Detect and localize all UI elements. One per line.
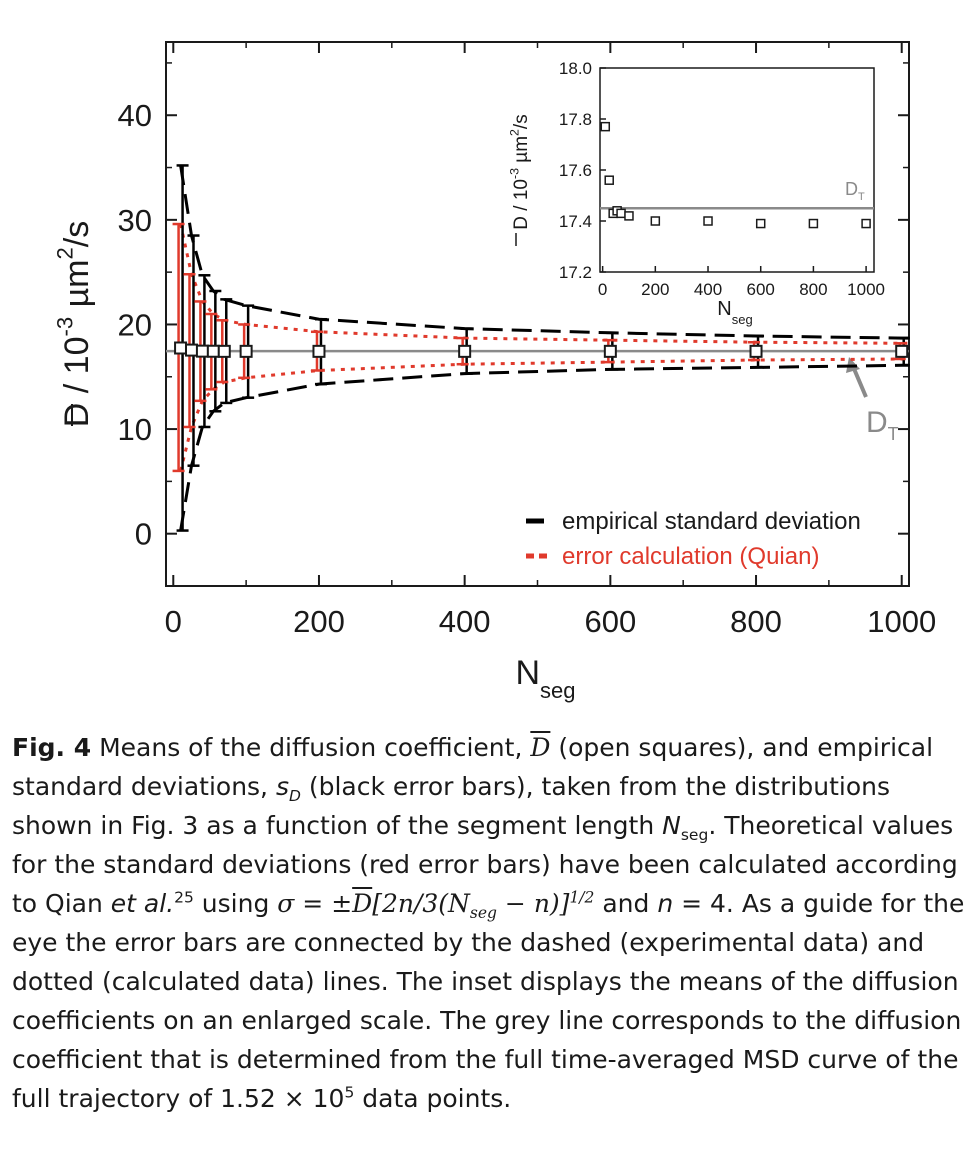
inset-mean-point [703, 216, 713, 226]
caption-label: Fig. 4 [12, 733, 92, 762]
reference-line-label: DT [866, 406, 899, 444]
inset-mean-point [616, 208, 626, 219]
caption-text: = 4. As a guide for the eye the error ba… [12, 889, 965, 1113]
caption-text: using [193, 889, 278, 918]
inset-mean-point [861, 218, 871, 229]
inset-x-tick-label: 0 [598, 280, 607, 299]
mean-point [895, 344, 909, 358]
caption-text: and [594, 889, 658, 918]
empirical-guide-lower [179, 363, 909, 531]
x-axis-label: Nseg [515, 654, 575, 703]
y-tick-label: 40 [118, 98, 152, 133]
caption-text: (black error bars), taken from the distr… [12, 772, 891, 840]
y-tick-label: 0 [135, 517, 152, 552]
y-tick-label: 30 [118, 203, 152, 238]
caption-exponent: 5 [344, 1083, 355, 1102]
inset-chart: 0 200 400 600 800 1000 17.2 17.4 17.6 17.8 18.0 Nse… [507, 59, 885, 327]
inset-y-tick-label: 17.2 [559, 263, 592, 282]
inset-mean-point [755, 218, 766, 229]
inset-x-tick-label: 800 [799, 280, 827, 299]
mean-point [184, 343, 198, 357]
legend-label-calculated: error calculation (Quian) [562, 543, 819, 570]
inset-y-axis-label: D / 10-3 µm2/s [507, 114, 532, 229]
caption-reference: 25 [174, 888, 194, 907]
caption-symbol-dbar: D [530, 733, 551, 762]
caption-symbol-s: s [275, 772, 289, 801]
caption-symbol-n: n [657, 889, 674, 918]
inset-x-tick-label: 200 [641, 280, 669, 299]
x-tick-label: 400 [439, 604, 491, 639]
inset-mean-point [650, 216, 661, 226]
calculated-guide-lower [179, 357, 909, 472]
legend: empirical standard deviation error calcul… [526, 508, 861, 570]
x-tick-label: 1000 [867, 604, 936, 639]
inset-reference-label: DT [845, 179, 865, 203]
caption-symbol-s-sub: D [288, 787, 301, 805]
caption-etal: et al. [110, 889, 175, 918]
mean-point [458, 344, 472, 358]
inset-x-axis-label: Nseg [717, 298, 752, 327]
caption-text: Means of the diffusion coefficient, [91, 733, 531, 762]
main-chart: 0 200 400 600 800 1000 0 10 20 30 40 Nseg D / 10-3 µ… [53, 41, 936, 703]
y-axis-label: D / 10-3 µm2/s [53, 221, 96, 427]
inset-frame [599, 67, 875, 273]
inset-mean-point [600, 121, 611, 132]
figure-caption: Fig. 4 Means of the diffusion coefficien… [12, 728, 972, 1118]
y-tick-label: 10 [118, 412, 152, 447]
inset-y-tick-label: 17.8 [559, 110, 592, 129]
mean-point [239, 344, 253, 358]
inset-x-tick-label: 400 [694, 280, 722, 299]
x-tick-label: 0 [165, 604, 182, 639]
mean-point [312, 344, 326, 358]
x-tick-label: 800 [730, 604, 782, 639]
inset-x-tick-label: 1000 [847, 280, 885, 299]
caption-symbol-n: N [662, 811, 681, 840]
legend-label-empirical: empirical standard deviation [562, 508, 861, 535]
figure: 0 200 400 600 800 1000 0 10 20 30 40 Nseg D / 10-3 µ… [53, 41, 936, 703]
y-tick-label: 20 [118, 307, 152, 342]
caption-formula: σ = ±D[2n/3(Nseg − n)]1/2 [277, 888, 595, 922]
caption-text: . Theoretical values for the standard de… [12, 811, 958, 918]
mean-point [217, 344, 231, 358]
caption-text: (open squares), and empirical standard d… [12, 733, 934, 801]
caption-symbol-n-sub: seg [680, 826, 709, 844]
mean-point [749, 344, 763, 358]
inset-x-tick-label: 600 [747, 280, 775, 299]
caption-text: data points. [354, 1084, 512, 1113]
mean-point [603, 344, 617, 358]
mean-point [174, 341, 188, 355]
empirical-guide-upper [179, 165, 909, 340]
inset-mean-point [808, 218, 819, 229]
inset-y-tick-label: 18.0 [559, 59, 592, 78]
inset-mean-point [604, 175, 614, 185]
mean-point [195, 344, 209, 358]
x-tick-label: 600 [584, 604, 636, 639]
inset-y-tick-label: 17.6 [559, 161, 592, 180]
mean-point [206, 344, 220, 358]
x-tick-label: 200 [293, 604, 345, 639]
inset-mean-point [624, 211, 634, 221]
inset-y-tick-label: 17.4 [559, 212, 592, 231]
